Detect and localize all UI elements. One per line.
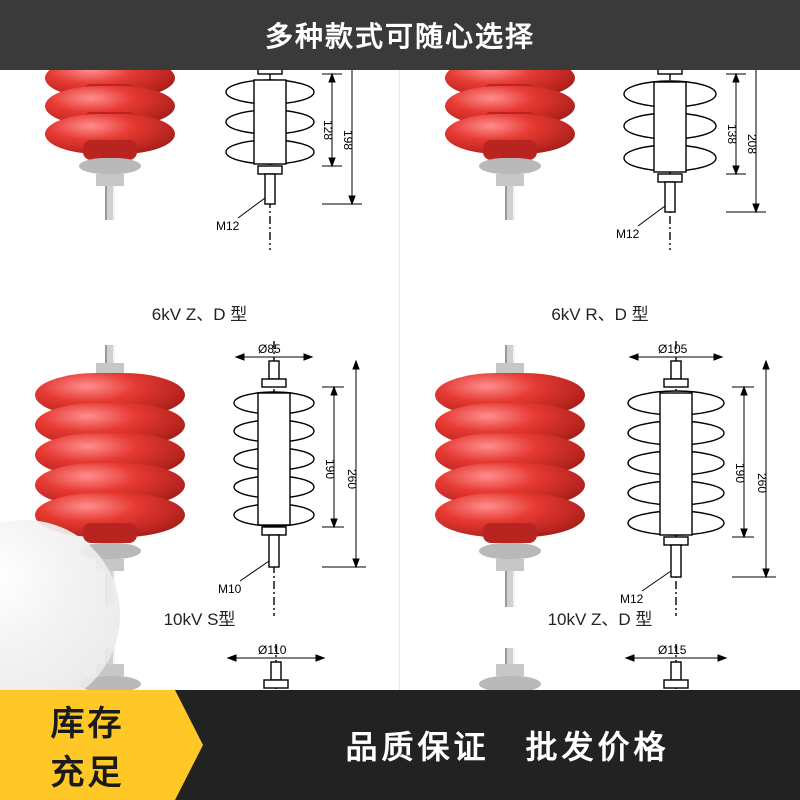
page-root: 多种款式可随心选择 (0, 0, 800, 800)
cell-10kv-zd: Ø105 M12 (400, 335, 800, 640)
product-grid: M12 128 198 6kV Z、D 型 (0, 70, 800, 690)
schematic-top-only: Ø115 (610, 644, 800, 690)
thread-label: M12 (216, 219, 240, 233)
dim-inner: 190 (733, 463, 747, 483)
ribbon-right-text: 品质保证 批发价格 (345, 722, 669, 768)
ribbon-left: 库存 充足 (0, 690, 175, 800)
dim-outer: 260 (755, 473, 769, 493)
dim-inner: 190 (323, 459, 337, 479)
cell-caption: 6kV R、D 型 (551, 300, 648, 325)
stud-bottom (105, 186, 115, 220)
top-banner-text: 多种款式可随心选择 (265, 15, 535, 55)
dim-outer: 208 (745, 134, 759, 154)
top-diameter: Ø115 (658, 643, 687, 657)
dim-outer: 198 (341, 130, 355, 150)
dim-inner: 128 (321, 120, 335, 140)
schematic-drawing: Ø105 M12 (610, 341, 800, 636)
sheds (20, 70, 200, 154)
top-diameter: Ø110 (258, 643, 287, 657)
schematic-top-only: Ø110 (210, 644, 400, 690)
cell-caption: 10kV S型 (164, 605, 236, 630)
schematic-drawing: M12 138 208 (610, 70, 790, 275)
cell-6kv-rd: M12 138 208 6kV R、D 型 (400, 70, 800, 335)
dim-inner: 138 (725, 124, 739, 144)
schematic-drawing: M12 128 198 (210, 70, 390, 275)
top-diameter: Ø85 (258, 342, 281, 356)
metal-cap-bottom (79, 158, 141, 174)
cell-caption: 6kV Z、D 型 (152, 300, 247, 325)
cell-6kv-zd: M12 128 198 6kV Z、D 型 (0, 70, 400, 335)
ribbon-left-line2: 充足 (51, 745, 125, 794)
bottom-ribbon: 库存 充足 品质保证 批发价格 (0, 690, 800, 800)
thread-label: M10 (218, 582, 242, 596)
ribbon-right: 品质保证 批发价格 (175, 690, 800, 800)
thread-label: M12 (620, 592, 644, 606)
cell-caption: 10kV Z、D 型 (548, 605, 653, 630)
nut-bottom (96, 174, 124, 186)
thread-label: M12 (616, 227, 640, 241)
schematic-drawing: Ø85 M10 (210, 341, 400, 636)
top-banner: 多种款式可随心选择 (0, 0, 800, 70)
ribbon-left-line1: 库存 (51, 696, 125, 745)
cell-cropped-right: Ø115 (400, 640, 800, 690)
top-diameter: Ø105 (658, 342, 688, 356)
dim-outer: 260 (345, 469, 359, 489)
